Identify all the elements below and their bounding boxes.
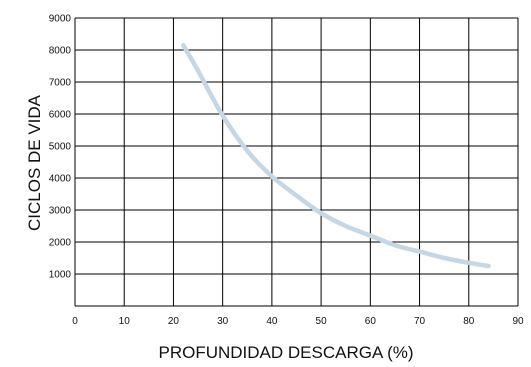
series [181,42,491,269]
grid [74,17,519,307]
x-tick-label: 50 [316,316,328,327]
series-line [181,42,491,269]
y-tick-label: 4000 [49,174,72,185]
x-axis-title: PROFUNDIDAD DESCARGA (%) [158,343,413,362]
x-tick-label: 10 [119,316,131,327]
y-tick-label: 8000 [49,46,72,57]
y-tick-label: 3000 [49,206,72,217]
x-tick-label: 90 [512,316,524,327]
x-tick-label: 30 [217,316,229,327]
y-tick-label: 1000 [49,270,72,281]
x-tick-label: 80 [463,316,475,327]
y-tick-label: 7000 [49,78,72,89]
y-tick-label: 2000 [49,238,72,249]
y-tick-label: 5000 [49,142,72,153]
y-tick-label: 6000 [49,110,72,121]
y-tick-label: 9000 [49,14,72,25]
x-tick-label: 0 [72,316,78,327]
y-axis-title: CICLOS DE VIDA [25,94,44,231]
x-tick-label: 60 [365,316,377,327]
tick-labels: 0 10 20 30 40 50 60 70 80 90 1000 2000 3000 4000 5000 6… [49,14,524,328]
x-tick-label: 40 [266,316,278,327]
x-tick-label: 70 [414,316,426,327]
x-tick-label: 20 [168,316,180,327]
